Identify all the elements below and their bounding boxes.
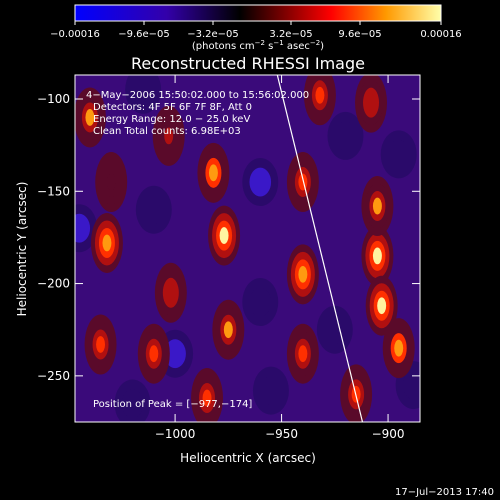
bright-source-1 xyxy=(75,87,106,148)
footer-timestamp: 17−Jul−2013 17:40 xyxy=(395,487,494,498)
colorbar-tick-label: 9.6e−05 xyxy=(338,29,381,40)
bright-source-13 xyxy=(361,176,394,237)
y-tick-label: −200 xyxy=(37,277,70,291)
solar-limb-line xyxy=(276,75,364,422)
y-tick-label: −100 xyxy=(37,92,70,106)
bright-source-19 xyxy=(154,262,187,323)
x-axis-label: Heliocentric X (arcsec) xyxy=(180,451,316,465)
dark-source-7 xyxy=(327,111,364,160)
bright-source-8 xyxy=(286,244,319,305)
x-tick-label: −1000 xyxy=(155,427,196,441)
bright-source-14 xyxy=(365,275,398,336)
bright-source-12 xyxy=(361,225,394,286)
dark-source-5 xyxy=(252,366,289,415)
colorbar-tick-labels: −0.00016 −9.6e−05 −3.2e−05 3.2e−05 9.6e−05 0.… xyxy=(50,29,462,40)
bright-source-2 xyxy=(84,314,117,375)
colorbar-tick-label: 0.00016 xyxy=(420,29,461,40)
bright-source-16 xyxy=(382,318,415,379)
annotation-time-range: 4−May−2006 15:50:02.000 to 15:56:02.000 xyxy=(86,90,309,101)
bright-source-20 xyxy=(95,152,128,213)
bright-source-0 xyxy=(90,212,123,273)
colorbar xyxy=(75,5,441,21)
dark-source-4 xyxy=(242,278,279,327)
heatmap xyxy=(75,75,420,422)
bright-source-11 xyxy=(303,75,336,126)
x-tick-label: −900 xyxy=(372,427,405,441)
bright-source-18 xyxy=(152,105,185,166)
bright-source-6 xyxy=(191,368,224,422)
bright-source-10 xyxy=(286,152,319,213)
colorbar-ticks xyxy=(74,21,442,25)
plot-frame xyxy=(74,74,421,423)
y-tick-label: −150 xyxy=(37,184,70,198)
colorbar-tick-label: −3.2e−05 xyxy=(187,29,239,40)
bright-source-3 xyxy=(208,205,241,266)
colorbar-tick-label: 3.2e−05 xyxy=(269,29,312,40)
bright-source-5 xyxy=(212,299,245,360)
bright-source-7 xyxy=(137,323,170,384)
chart-title: Reconstructed RHESSI Image xyxy=(131,54,365,73)
bright-source-9 xyxy=(286,323,319,384)
dark-source-9 xyxy=(125,75,162,114)
y-axis-label: Heliocentric Y (arcsec) xyxy=(15,182,29,317)
bright-source-4 xyxy=(197,142,230,203)
colorbar-tick-label: −0.00016 xyxy=(50,29,100,40)
x-tick-label: −950 xyxy=(265,427,298,441)
dark-source-8 xyxy=(380,130,417,179)
colorbar-tick-label: −9.6e−05 xyxy=(118,29,170,40)
annotation-detectors: Detectors: 4F 5F 6F 7F 8F, Att 0 xyxy=(93,102,252,113)
bright-source-17 xyxy=(355,75,388,133)
colorbar-units: (photons cm−2 s−1 asec−2) xyxy=(192,39,324,52)
annotation-energy-range: Energy Range: 12.0 − 25.0 keV xyxy=(93,114,250,125)
y-tick-label: −250 xyxy=(37,369,70,383)
dark-source-10 xyxy=(114,379,151,422)
dark-source-3 xyxy=(242,158,279,207)
annotation-clean-counts: Clean Total counts: 6.98E+03 xyxy=(93,126,241,137)
peak-position-label: Position of Peak = [−977,−174] xyxy=(93,399,252,410)
dark-source-6 xyxy=(316,305,353,354)
x-axis-ticks: −1000 −950 −900 xyxy=(155,75,405,441)
dark-source-2 xyxy=(135,185,172,234)
y-axis-ticks: −250 −200 −150 −100 xyxy=(37,92,420,383)
